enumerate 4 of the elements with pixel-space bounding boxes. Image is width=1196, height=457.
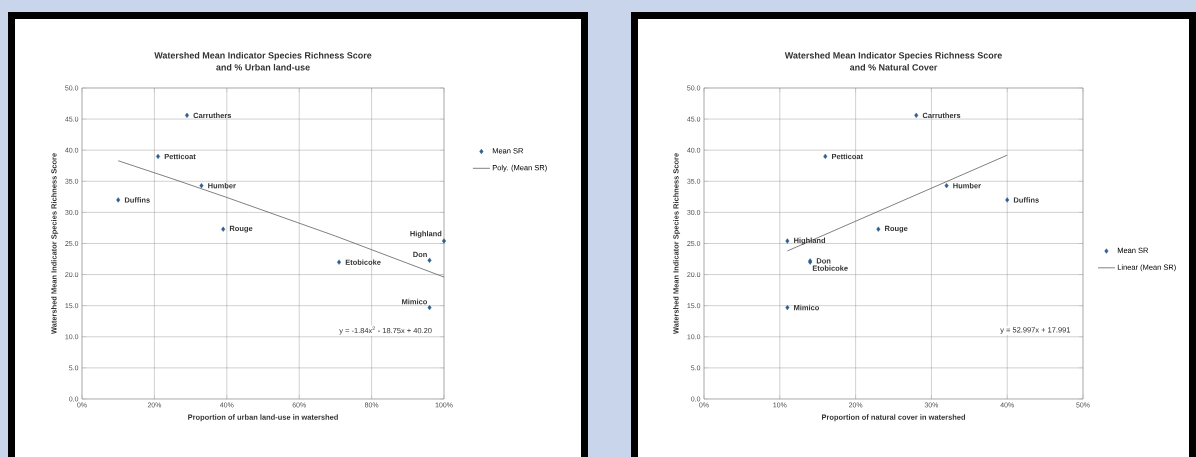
chart-title: Watershed Mean Indicator Species Richness Score: [154, 51, 372, 61]
chart-title: Watershed Mean Indicator Species Richness Score: [784, 51, 1002, 61]
chart-subtitle: and % Urban land-use: [216, 63, 310, 71]
chart-subtitle: and % Natural Cover: [849, 63, 938, 71]
